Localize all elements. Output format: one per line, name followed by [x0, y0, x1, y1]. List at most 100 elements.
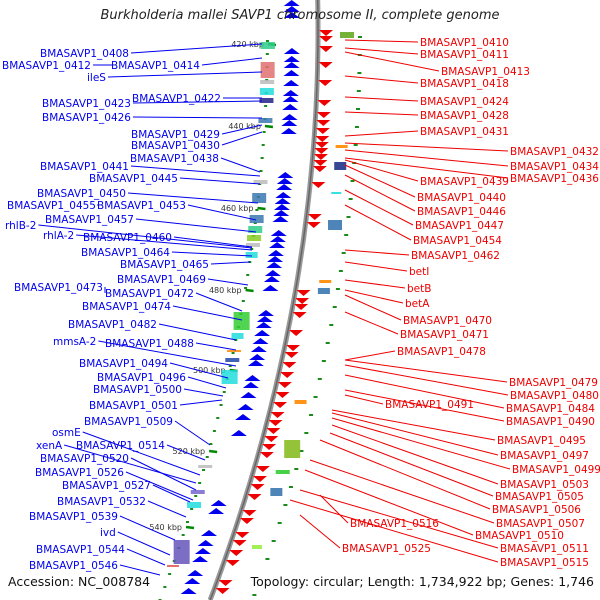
gene-label-reverse[interactable]: betB — [407, 283, 431, 295]
gene-label-reverse[interactable]: BMASAVP1_0454 — [413, 235, 502, 247]
gene-label-forward[interactable]: BMASAVP1_0474 — [82, 301, 171, 313]
gene-label-reverse[interactable]: BMASAVP1_0505 — [495, 491, 584, 503]
gene-label-reverse[interactable]: BMASAVP1_0515 — [500, 557, 589, 569]
gene-label-forward[interactable]: BMASAVP1_0464 — [81, 247, 170, 259]
gene-label-forward[interactable]: BMASAVP1_0465 — [120, 259, 209, 271]
gene-label-forward[interactable]: BMASAVP1_0501 — [89, 400, 178, 412]
gene-label-reverse[interactable]: betA — [405, 298, 430, 310]
cog-feature-box — [253, 180, 268, 184]
gc-dot — [357, 72, 362, 74]
cog-feature-box — [335, 145, 348, 148]
gene-label-reverse[interactable]: BMASAVP1_0510 — [475, 530, 564, 542]
gene-label-reverse[interactable]: BMASAVP1_0440 — [417, 192, 506, 204]
gene-label-reverse[interactable]: BMASAVP1_0497 — [500, 450, 589, 462]
gene-label-reverse[interactable]: BMASAVP1_0503 — [500, 479, 589, 491]
gene-label-forward[interactable]: BMASAVP1_0526 — [35, 467, 124, 479]
gene-label-forward[interactable]: BMASAVP1_0527 — [62, 480, 151, 492]
gene-label-reverse[interactable]: BMASAVP1_0484 — [506, 403, 595, 415]
gene-label-reverse[interactable]: betI — [409, 266, 429, 278]
gene-label-reverse[interactable]: BMASAVP1_0413 — [441, 66, 530, 78]
label-leader-line — [344, 204, 412, 241]
gene-label-forward[interactable]: osmE — [52, 427, 81, 439]
gene-label-forward[interactable]: BMASAVP1_0414 — [111, 60, 200, 72]
gene-label-forward[interactable]: BMASAVP1_0514 — [76, 440, 165, 452]
gene-label-reverse[interactable]: BMASAVP1_0446 — [417, 206, 506, 218]
cog-feature-box — [270, 488, 283, 496]
gene-label-forward[interactable]: BMASAVP1_0438 — [130, 153, 219, 165]
forward-gene-arrow — [282, 104, 299, 110]
gene-label-reverse[interactable]: BMASAVP1_0490 — [506, 416, 595, 428]
gene-label-reverse[interactable]: BMASAVP1_0424 — [420, 96, 509, 108]
gene-label-forward[interactable]: BMASAVP1_0488 — [105, 338, 194, 350]
gene-label-forward[interactable]: rhlA-2 — [43, 230, 74, 242]
gene-label-forward[interactable]: BMASAVP1_0460 — [83, 232, 172, 244]
gene-label-forward[interactable]: mmsA-2 — [53, 336, 96, 348]
gene-label-reverse[interactable]: BMASAVP1_0499 — [512, 464, 600, 476]
reverse-gene-arrow — [289, 330, 304, 336]
gene-label-forward[interactable]: ivd — [100, 527, 116, 539]
cog-feature-box — [259, 88, 274, 95]
gene-label-forward[interactable]: BMASAVP1_0539 — [29, 511, 118, 523]
gene-label-forward[interactable]: BMASAVP1_0532 — [57, 496, 146, 508]
gene-label-forward[interactable]: BMASAVP1_0494 — [79, 358, 168, 370]
gene-label-forward[interactable]: BMASAVP1_0453 — [97, 200, 186, 212]
gene-label-forward[interactable]: BMASAVP1_0546 — [29, 560, 118, 572]
gc-dot — [198, 482, 202, 484]
gene-label-forward[interactable]: BMASAVP1_0423 — [42, 98, 131, 110]
reverse-gene-arrow — [280, 372, 295, 378]
gene-label-reverse[interactable]: BMASAVP1_0506 — [492, 504, 581, 516]
gene-label-forward[interactable]: BMASAVP1_0473 — [14, 282, 103, 294]
gene-label-forward[interactable]: BMASAVP1_0469 — [117, 274, 206, 286]
gene-label-forward[interactable]: BMASAVP1_0472 — [105, 288, 194, 300]
gene-label-reverse[interactable]: BMASAVP1_0410 — [420, 37, 509, 49]
label-leader-line — [132, 100, 263, 104]
gene-label-reverse[interactable]: BMASAVP1_0434 — [510, 161, 599, 173]
gene-label-reverse[interactable]: BMASAVP1_0432 — [510, 146, 599, 158]
gene-label-forward[interactable]: BMASAVP1_0445 — [89, 173, 178, 185]
label-leader-line — [117, 531, 171, 556]
gene-label-forward[interactable]: BMASAVP1_0408 — [40, 48, 129, 60]
gene-label-forward[interactable]: BMASAVP1_0430 — [131, 140, 220, 152]
gene-label-reverse[interactable]: BMASAVP1_0447 — [415, 220, 504, 232]
gene-label-forward[interactable]: BMASAVP1_0412 — [2, 60, 91, 72]
gene-label-reverse[interactable]: BMASAVP1_0436 — [510, 173, 599, 185]
gene-label-reverse[interactable]: BMASAVP1_0525 — [342, 543, 431, 555]
topology-text: Topology: circular; Length: 1,734,922 bp… — [250, 574, 594, 589]
gene-label-reverse[interactable]: BMASAVP1_0480 — [510, 390, 599, 402]
gene-label-forward[interactable]: BMASAVP1_0457 — [45, 214, 134, 226]
gene-label-forward[interactable]: rhlB-2 — [5, 220, 36, 232]
gene-label-forward[interactable]: BMASAVP1_0544 — [36, 544, 125, 556]
gene-label-reverse[interactable]: BMASAVP1_0470 — [403, 315, 492, 327]
label-leader-line — [64, 444, 197, 484]
gene-label-forward[interactable]: BMASAVP1_0429 — [131, 129, 220, 141]
gene-label-reverse[interactable]: BMASAVP1_0428 — [420, 110, 509, 122]
gene-label-reverse[interactable]: BMASAVP1_0507 — [496, 518, 585, 530]
gene-label-forward[interactable]: BMASAVP1_0520 — [40, 453, 129, 465]
label-leader-line — [319, 494, 349, 524]
gene-label-forward[interactable]: ileS — [87, 72, 106, 84]
gene-label-forward[interactable]: BMASAVP1_0441 — [40, 161, 129, 173]
gene-label-reverse[interactable]: BMASAVP1_0516 — [350, 518, 439, 530]
gene-label-reverse[interactable]: BMASAVP1_0478 — [397, 346, 486, 358]
gene-label-forward[interactable]: BMASAVP1_0426 — [42, 112, 131, 124]
gene-label-reverse[interactable]: BMASAVP1_0418 — [420, 78, 509, 90]
gene-label-forward[interactable]: BMASAVP1_0455 — [7, 200, 96, 212]
gene-label-reverse[interactable]: BMASAVP1_0495 — [497, 435, 586, 447]
gene-label-forward[interactable]: xenA — [36, 440, 63, 452]
gene-label-forward[interactable]: BMASAVP1_0450 — [37, 188, 126, 200]
gene-label-reverse[interactable]: BMASAVP1_0462 — [411, 250, 500, 262]
label-leader-line — [119, 564, 161, 576]
gene-label-reverse[interactable]: BMASAVP1_0439 — [420, 176, 509, 188]
gene-label-forward[interactable]: BMASAVP1_0509 — [84, 416, 173, 428]
gene-label-forward[interactable]: BMASAVP1_0496 — [97, 372, 186, 384]
label-leader-line — [221, 131, 263, 146]
gene-label-forward[interactable]: BMASAVP1_0500 — [93, 384, 182, 396]
gene-label-reverse[interactable]: BMASAVP1_0479 — [509, 377, 598, 389]
gene-label-reverse[interactable]: BMASAVP1_0431 — [420, 126, 509, 138]
gc-dot — [353, 144, 358, 146]
gene-label-forward[interactable]: BMASAVP1_0482 — [68, 319, 157, 331]
gene-label-reverse[interactable]: BMASAVP1_0411 — [420, 49, 509, 61]
gene-label-reverse[interactable]: BMASAVP1_0471 — [400, 329, 489, 341]
gene-label-reverse[interactable]: BMASAVP1_0511 — [500, 543, 589, 555]
gene-label-reverse[interactable]: BMASAVP1_0491 — [385, 399, 474, 411]
